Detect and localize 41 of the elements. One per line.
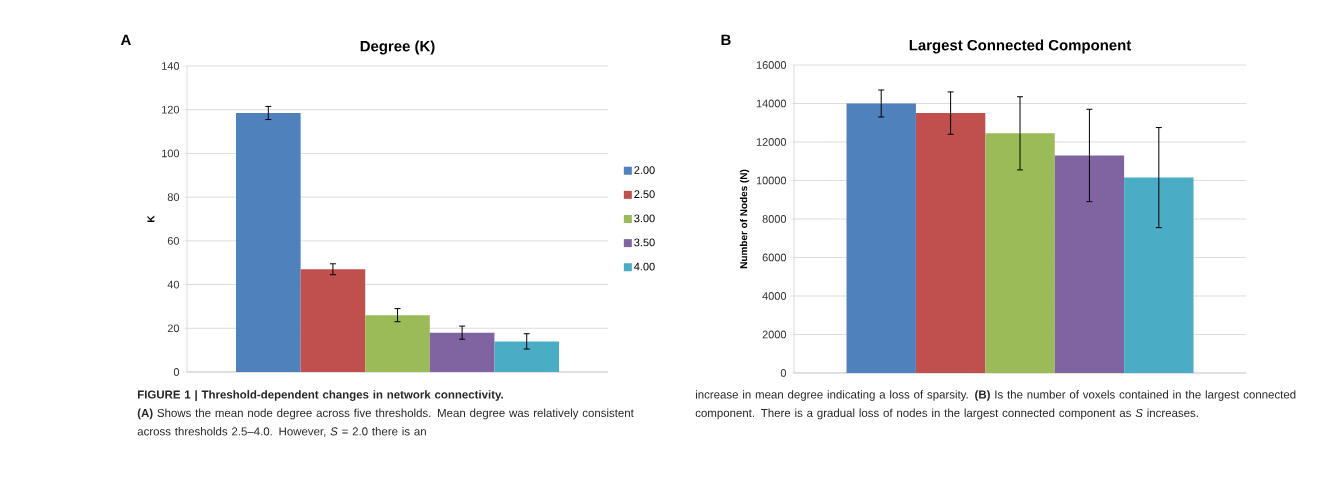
- chart-title: Largest Connected Component: [909, 39, 1132, 54]
- chart-title: Degree (K): [360, 40, 435, 55]
- y-tick-label: 20: [167, 324, 180, 333]
- bar: [915, 113, 986, 373]
- bar: [365, 315, 430, 372]
- y-tick-label: 6000: [762, 253, 787, 262]
- y-tick-label: 100: [162, 149, 180, 158]
- legend-label: 3.00: [634, 214, 655, 223]
- legend-label: 4.00: [634, 262, 655, 271]
- y-axis-title: K: [147, 215, 155, 222]
- y-tick-label: 0: [173, 368, 180, 376]
- y-tick-label: 2000: [762, 330, 787, 339]
- y-tick-label: 60: [167, 236, 180, 245]
- bar: [985, 133, 1055, 373]
- y-tick-label: 12000: [756, 138, 787, 146]
- text: B: [721, 34, 731, 45]
- legend-label: 3.50: [634, 238, 655, 247]
- y-tick-label: 120: [162, 105, 180, 114]
- y-tick-label: 16000: [756, 61, 787, 69]
- legend-label: 2.00: [634, 166, 655, 174]
- text: A: [120, 34, 131, 45]
- caption: FIGURE 1 | Threshold-dependent changes in network connectivity.: [137, 390, 503, 402]
- y-tick-label: 140: [162, 62, 180, 70]
- y-axis-title: Number of Nodes (N): [739, 169, 750, 269]
- y-tick-label: 80: [167, 193, 180, 202]
- bar: [494, 341, 560, 372]
- y-tick-label: 14000: [756, 99, 787, 108]
- y-tick-label: 4000: [762, 292, 787, 300]
- y-tick-label: 10000: [756, 176, 787, 185]
- bar: [1124, 177, 1194, 373]
- text: increase in mean degree indicating a loss of sparsity. (B) Is the number of voxels contained in the largest connected component. There is a gradual loss of nodes in the largest connected component as S increases.: [695, 390, 1296, 420]
- y-tick-label: 8000: [762, 215, 787, 223]
- legend-label: 2.50: [634, 190, 655, 199]
- text: (A) Shows the mean node degree across five thresholds. Mean degree was relatively consistent across thresholds 2.5–4.0. However, S = 2.0 there is an: [137, 408, 634, 437]
- bar: [846, 103, 916, 373]
- y-tick-label: 0: [780, 369, 787, 377]
- bar: [429, 332, 495, 372]
- bar: [1054, 155, 1125, 373]
- bar: [300, 269, 366, 372]
- y-tick-label: 40: [167, 280, 180, 289]
- bar: [236, 112, 301, 372]
